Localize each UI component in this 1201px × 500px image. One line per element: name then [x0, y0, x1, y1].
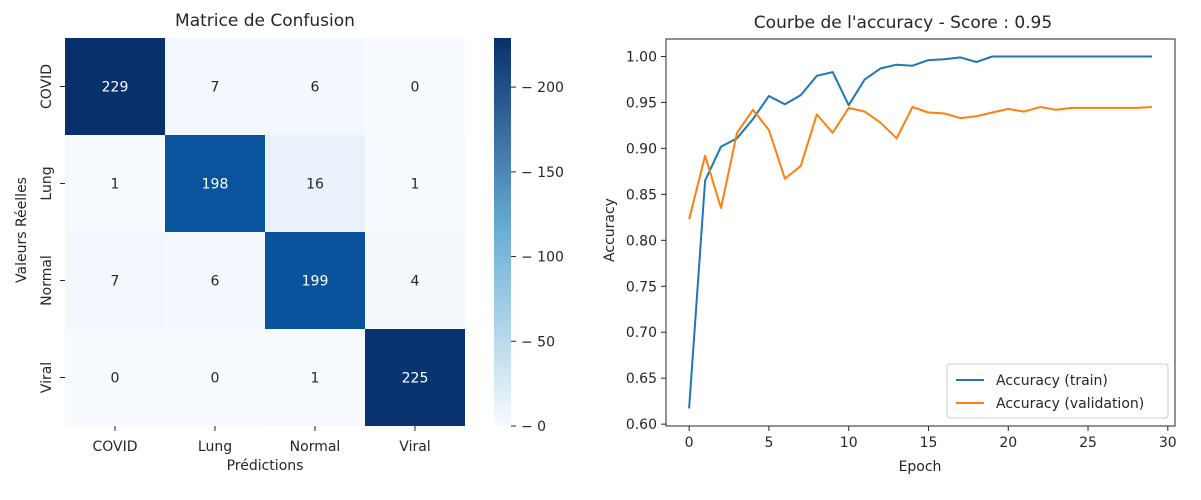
- heatmap-cell: [265, 38, 365, 135]
- heatmap-cell: [365, 232, 465, 329]
- colorbar-tick-label: − 150: [521, 165, 564, 181]
- heatmap-cell-value: 7: [211, 80, 220, 96]
- accuracy-chart-xlabel: Epoch: [899, 459, 942, 475]
- y-tick-label: 0.80: [626, 233, 657, 249]
- heatmap-cell: [265, 135, 365, 232]
- heatmap-cell: [365, 329, 465, 426]
- y-tick-label: 0.70: [626, 325, 657, 341]
- heatmap-cell-value: 1: [111, 177, 120, 193]
- heatmap-cell: [65, 38, 165, 135]
- colorbar: [494, 38, 511, 426]
- x-tick-label: Lung: [198, 439, 232, 455]
- heatmap-cell: [65, 329, 165, 426]
- y-tick-label: 0.65: [626, 371, 657, 387]
- x-tick-label: 0: [685, 435, 694, 451]
- heatmap-cell: [265, 329, 365, 426]
- x-tick-label: COVID: [92, 439, 137, 455]
- colorbar-tick-label: − 100: [521, 250, 564, 266]
- heatmap-cell: [165, 135, 265, 232]
- confusion-matrix-x-ticks: COVID Lung Normal Viral: [92, 426, 431, 455]
- confusion-matrix: Matrice de Confusion 229 7 6 0 1 198 16 1 7 6 199 4…: [14, 11, 564, 474]
- y-tick-label: 1.00: [626, 49, 657, 65]
- heatmap-cell-value: 225: [402, 371, 429, 387]
- y-tick-label: 0.95: [626, 95, 657, 111]
- confusion-matrix-cells: 229 7 6 0 1 198 16 1 7 6 199 4 0 0 1 225: [65, 38, 465, 426]
- accuracy-chart-y-ticks: 0.60 0.65 0.70 0.75 0.80 0.85 0.90 0.95 1.00: [626, 49, 666, 433]
- heatmap-cell-value: 16: [306, 177, 324, 193]
- series-train-line: [688, 55, 1152, 409]
- x-tick-label: 15: [920, 435, 938, 451]
- confusion-matrix-xlabel: Prédictions: [227, 458, 304, 474]
- accuracy-chart-title: Courbe de l'accuracy - Score : 0.95: [754, 13, 1052, 33]
- y-tick-label: 0.60: [626, 417, 657, 433]
- x-tick-label: Viral: [399, 439, 430, 455]
- x-tick-label: Normal: [290, 439, 341, 455]
- legend-train-label: Accuracy (train): [996, 373, 1108, 389]
- confusion-matrix-title: Matrice de Confusion: [175, 11, 355, 31]
- confusion-matrix-y-ticks: COVID Lung Normal Viral: [39, 64, 65, 393]
- heatmap-cell: [365, 135, 465, 232]
- colorbar-tick-label: − 0: [521, 419, 546, 435]
- accuracy-chart-ylabel: Accuracy: [602, 198, 618, 262]
- y-tick-label: 0.90: [626, 141, 657, 157]
- accuracy-chart: Courbe de l'accuracy - Score : 0.95 0 5 10…: [602, 13, 1177, 475]
- heatmap-cell-value: 0: [411, 80, 420, 96]
- accuracy-chart-frame: [665, 38, 1176, 427]
- heatmap-cell-value: 4: [411, 274, 420, 290]
- colorbar-ticks: − 0 − 50 − 100 − 150 − 200: [511, 80, 564, 435]
- y-tick-label: COVID: [39, 64, 55, 109]
- heatmap-cell-value: 6: [311, 80, 320, 96]
- heatmap-cell-value: 1: [411, 177, 420, 193]
- heatmap-cell: [65, 135, 165, 232]
- heatmap-cell: [165, 38, 265, 135]
- y-tick-label: Lung: [39, 166, 55, 200]
- x-tick-label: 25: [1079, 435, 1097, 451]
- heatmap-cell-value: 6: [211, 274, 220, 290]
- heatmap-cell: [165, 232, 265, 329]
- legend-box: [946, 363, 1169, 419]
- x-tick-label: 20: [999, 435, 1017, 451]
- heatmap-cell: [165, 329, 265, 426]
- heatmap-cell: [265, 232, 365, 329]
- heatmap-cell-value: 199: [302, 274, 329, 290]
- heatmap-cell-value: 7: [111, 274, 120, 290]
- colorbar-tick-label: − 50: [521, 334, 555, 350]
- heatmap-cell-value: 0: [211, 371, 220, 387]
- x-tick-label: 10: [840, 435, 858, 451]
- x-tick-label: 5: [764, 435, 773, 451]
- heatmap-cell-value: 1: [311, 371, 320, 387]
- heatmap-cell-value: 0: [111, 371, 120, 387]
- legend-validation-label: Accuracy (validation): [996, 396, 1144, 412]
- confusion-matrix-ylabel: Valeurs Réelles: [14, 177, 30, 283]
- heatmap-cell-value: 198: [202, 177, 229, 193]
- accuracy-chart-series: [688, 55, 1152, 409]
- heatmap-cell: [365, 38, 465, 135]
- y-tick-label: Normal: [39, 255, 55, 306]
- colorbar-tick-label: − 200: [521, 80, 564, 96]
- y-tick-label: 0.75: [626, 279, 657, 295]
- series-validation-line: [688, 106, 1152, 220]
- accuracy-chart-legend: Accuracy (train) Accuracy (validation): [946, 363, 1169, 419]
- heatmap-cell-value: 229: [102, 80, 129, 96]
- heatmap-cell: [65, 232, 165, 329]
- y-tick-label: 0.85: [626, 187, 657, 203]
- accuracy-chart-x-ticks: 0 5 10 15 20 25 30: [685, 426, 1177, 451]
- y-tick-label: Viral: [39, 362, 55, 393]
- x-tick-label: 30: [1159, 435, 1177, 451]
